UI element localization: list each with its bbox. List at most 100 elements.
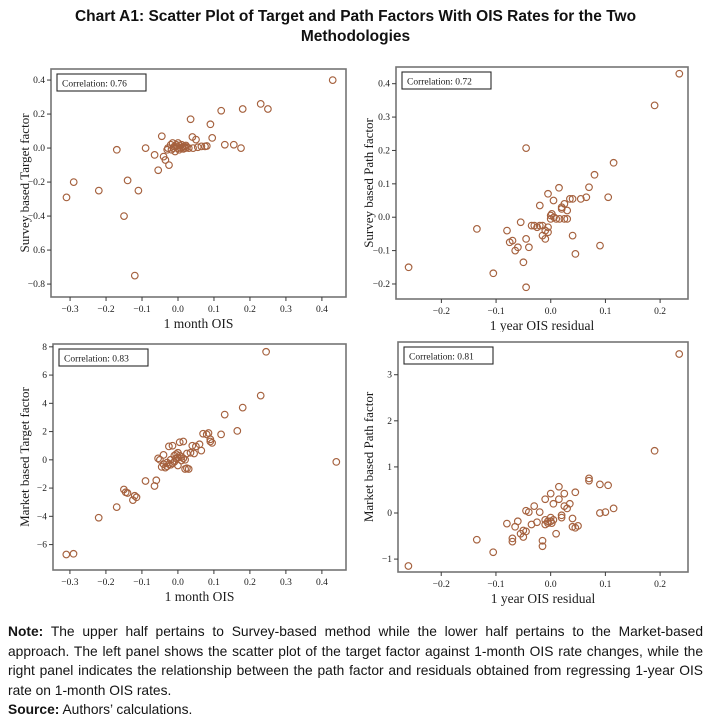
correlation-box (58, 348, 149, 367)
x-tick-label: 0.1 (208, 578, 220, 588)
y-tick-label: −0.4 (28, 212, 45, 222)
y-tick-label: 0.2 (33, 110, 45, 120)
scatter-point (538, 542, 547, 551)
scatter-point (130, 271, 139, 280)
scatter-point (190, 449, 198, 458)
scatter-point (472, 535, 481, 544)
x-tick-label: 0.0 (172, 578, 184, 588)
scatter-point (159, 451, 168, 459)
x-tick-label: −0.1 (133, 305, 150, 315)
scatter-point (69, 549, 78, 558)
y-tick-label: −6 (37, 541, 47, 551)
correlation-label: Correlation: 0.76 (62, 80, 127, 90)
scatter-point (541, 235, 550, 243)
scatter-point (134, 186, 143, 195)
scatter-point (229, 140, 238, 149)
scatter-point (165, 442, 173, 451)
scatter-point (154, 166, 163, 175)
scatter-point (120, 212, 128, 220)
x-tick-label: 0.0 (545, 307, 557, 317)
y-tick-label: −0.1 (373, 247, 390, 257)
scatter-point (237, 144, 245, 152)
y-tick-label: −0.2 (28, 178, 45, 188)
scatter-point (184, 465, 193, 473)
scatter-point (94, 513, 103, 522)
scatter-point (519, 258, 528, 267)
scatter-point (582, 193, 591, 202)
scatter-point (217, 430, 225, 439)
scatter-point (675, 350, 684, 358)
scatter-point (563, 206, 572, 215)
scatter-point (609, 504, 618, 513)
scatter-point (192, 135, 200, 144)
scatter-point (188, 441, 197, 450)
scatter-point (503, 226, 511, 235)
x-tick-label: −0.1 (133, 578, 150, 588)
scatter-point (565, 499, 574, 508)
scatter-point (177, 456, 186, 465)
scatter-point (552, 529, 560, 538)
scatter-point (527, 221, 536, 230)
scatter-point (238, 105, 247, 113)
scatter-point (566, 195, 574, 203)
scatter-plot-survey-path-vs-1year-ois-residual: −0.2 −0.1 0.0 0.1 0.2 0.4 0.3 0.2 0.1 0.0 −0.1 −0.2… (363, 66, 689, 332)
scatter-point (473, 225, 481, 233)
scatter-point (544, 228, 552, 237)
y-tick-label: 1 (387, 463, 392, 473)
y-tick-label: −4 (37, 512, 47, 522)
y-tick-label: 0 (42, 456, 47, 466)
scatter-point (264, 105, 272, 113)
y-tick-label: 0.3 (378, 113, 390, 123)
x-tick-label: 0.4 (316, 578, 328, 588)
scatter-point (208, 439, 216, 447)
note-paragraph: Note: The upper half pertains to Survey-… (8, 622, 703, 700)
scatter-point (535, 201, 544, 210)
scatter-point (123, 176, 132, 185)
scatter-point (199, 429, 207, 438)
scatter-plot-survey-target-vs-1month-ois: −0.3 −0.2 −0.1 0.0 0.1 0.2 0.3 0.4 0.4 0.2 0.0 −0.2… (18, 68, 347, 331)
chart-title-line1: Chart A1: Scatter Plot of Target and Pat… (74, 8, 637, 25)
source-paragraph: Source: Authors’ calculations. (8, 700, 703, 720)
y-tick-label: 0.4 (33, 76, 45, 86)
scatter-point (193, 143, 202, 152)
scatter-point (525, 243, 533, 252)
y-tick-label: −2 (37, 484, 47, 494)
plot-frame (397, 341, 689, 573)
scatter-point (555, 495, 563, 504)
scatter-point (69, 178, 78, 186)
scatter-point (179, 454, 188, 463)
y-tick-label: 0.4 (378, 80, 390, 90)
correlation-box (401, 71, 492, 90)
scatter-point (596, 509, 604, 517)
scatter-point (522, 283, 530, 292)
plots-grid: −0.3 −0.2 −0.1 0.0 0.1 0.2 0.3 0.4 0.4 0.2 0.0 −0.2… (0, 57, 711, 620)
scatter-point (544, 223, 552, 232)
scatter-point (220, 410, 229, 419)
x-axis-label: 1 year OIS residual (491, 591, 596, 606)
scatter-plot-market-target-vs-1month-ois: −0.3 −0.2 −0.1 0.0 0.1 0.2 0.3 0.4 8 6 4 2 0 −2 −4 −6 1 … (18, 343, 347, 604)
y-axis-label: Survey based Path factor (363, 118, 376, 248)
y-tick-label: 8 (42, 343, 47, 353)
x-tick-label: 0.2 (244, 578, 256, 588)
scatter-point (568, 231, 577, 240)
x-tick-label: 0.1 (208, 305, 220, 315)
y-tick-label: 2 (42, 428, 47, 438)
scatter-point (157, 132, 166, 141)
y-tick-label: 0 (387, 509, 392, 519)
footnotes: Note: The upper half pertains to Survey-… (8, 622, 703, 720)
y-tick-label: 2 (387, 417, 392, 427)
scatter-point (568, 195, 577, 203)
correlation-box (56, 73, 147, 92)
scatter-point (524, 508, 533, 516)
x-tick-label: −0.2 (97, 305, 114, 315)
source-label: Source: (8, 702, 60, 717)
correlation-label: Correlation: 0.72 (407, 78, 472, 88)
scatter-point (256, 100, 265, 108)
scatter-point (174, 461, 182, 470)
scatter-point (489, 269, 498, 278)
x-tick-label: −0.3 (61, 578, 78, 588)
scatter-point (557, 511, 566, 520)
scatter-point (533, 518, 541, 527)
y-tick-label: −1 (382, 555, 392, 565)
